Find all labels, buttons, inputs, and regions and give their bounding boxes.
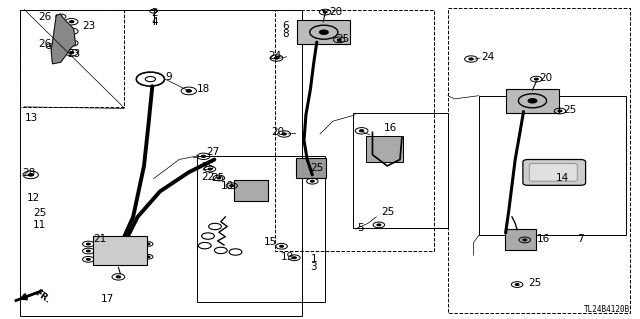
Circle shape bbox=[49, 45, 53, 47]
Text: 10: 10 bbox=[221, 181, 234, 191]
Circle shape bbox=[208, 168, 212, 170]
Text: 6: 6 bbox=[283, 21, 289, 31]
Text: 9: 9 bbox=[165, 72, 172, 82]
Polygon shape bbox=[51, 14, 76, 64]
Text: TL24B4120B: TL24B4120B bbox=[584, 305, 630, 314]
Text: 17: 17 bbox=[101, 294, 115, 304]
Circle shape bbox=[70, 42, 74, 44]
Text: 4: 4 bbox=[152, 17, 158, 27]
Circle shape bbox=[70, 21, 74, 23]
Text: 21: 21 bbox=[93, 234, 106, 244]
Bar bbox=[275, 10, 434, 251]
Bar bbox=[448, 8, 630, 313]
Text: 26: 26 bbox=[38, 11, 52, 22]
Text: 25: 25 bbox=[528, 278, 541, 288]
Text: 23: 23 bbox=[82, 21, 95, 31]
Text: 8: 8 bbox=[283, 29, 289, 40]
Bar bbox=[479, 96, 626, 235]
Text: 25: 25 bbox=[33, 208, 47, 218]
Text: 25: 25 bbox=[310, 163, 324, 174]
Circle shape bbox=[70, 52, 74, 54]
Text: 14: 14 bbox=[556, 173, 569, 183]
Bar bbox=[20, 10, 124, 107]
Text: 18: 18 bbox=[197, 84, 211, 94]
Text: 3: 3 bbox=[310, 262, 317, 272]
Text: 7: 7 bbox=[577, 234, 584, 244]
FancyBboxPatch shape bbox=[529, 164, 577, 181]
Circle shape bbox=[310, 180, 314, 182]
Text: 25: 25 bbox=[563, 105, 577, 115]
Circle shape bbox=[186, 90, 191, 92]
Circle shape bbox=[275, 57, 279, 59]
Text: 16: 16 bbox=[536, 234, 550, 244]
Text: 23: 23 bbox=[67, 49, 81, 59]
Circle shape bbox=[534, 78, 538, 80]
Circle shape bbox=[468, 58, 474, 60]
Circle shape bbox=[86, 243, 90, 245]
FancyBboxPatch shape bbox=[366, 136, 403, 162]
Circle shape bbox=[337, 39, 341, 41]
Circle shape bbox=[323, 11, 327, 13]
FancyBboxPatch shape bbox=[93, 236, 147, 265]
Circle shape bbox=[377, 224, 381, 226]
Text: 5: 5 bbox=[357, 223, 364, 233]
Circle shape bbox=[147, 243, 150, 245]
Text: 22: 22 bbox=[202, 172, 215, 182]
Circle shape bbox=[319, 30, 328, 34]
Text: 11: 11 bbox=[33, 220, 47, 230]
Circle shape bbox=[217, 177, 221, 179]
Text: FR.: FR. bbox=[33, 288, 52, 305]
FancyBboxPatch shape bbox=[297, 20, 350, 44]
Circle shape bbox=[280, 245, 284, 247]
Text: 24: 24 bbox=[481, 52, 495, 62]
Bar bbox=[353, 113, 448, 228]
Text: 20: 20 bbox=[271, 127, 285, 137]
Text: 25: 25 bbox=[336, 34, 349, 44]
Circle shape bbox=[28, 174, 33, 176]
Text: 20: 20 bbox=[539, 73, 552, 83]
FancyBboxPatch shape bbox=[234, 180, 268, 201]
Text: 19: 19 bbox=[280, 252, 294, 262]
Text: 20: 20 bbox=[330, 7, 343, 17]
Text: 26: 26 bbox=[38, 39, 52, 49]
Circle shape bbox=[116, 276, 120, 278]
Text: 27: 27 bbox=[206, 147, 220, 158]
Circle shape bbox=[230, 185, 234, 187]
Text: 1: 1 bbox=[310, 254, 317, 264]
Circle shape bbox=[86, 258, 90, 260]
Bar bbox=[20, 10, 302, 316]
FancyBboxPatch shape bbox=[523, 160, 586, 185]
Circle shape bbox=[523, 239, 527, 241]
Circle shape bbox=[115, 249, 125, 254]
Text: 12: 12 bbox=[27, 193, 40, 204]
Circle shape bbox=[558, 110, 562, 112]
Text: 25: 25 bbox=[211, 173, 225, 183]
Text: 16: 16 bbox=[384, 123, 397, 133]
Text: 25: 25 bbox=[381, 207, 394, 217]
Bar bbox=[197, 156, 325, 302]
Text: 13: 13 bbox=[24, 113, 38, 123]
FancyBboxPatch shape bbox=[296, 158, 326, 178]
Circle shape bbox=[70, 30, 74, 32]
FancyBboxPatch shape bbox=[505, 229, 536, 250]
Circle shape bbox=[201, 155, 206, 158]
Text: 28: 28 bbox=[22, 168, 36, 178]
Circle shape bbox=[59, 16, 63, 18]
Circle shape bbox=[292, 257, 296, 259]
Circle shape bbox=[147, 256, 150, 257]
Text: 2: 2 bbox=[152, 8, 158, 19]
Circle shape bbox=[359, 130, 364, 132]
Circle shape bbox=[282, 133, 287, 135]
Circle shape bbox=[86, 250, 90, 252]
Text: 25: 25 bbox=[202, 162, 215, 173]
Circle shape bbox=[515, 284, 519, 286]
Text: 15: 15 bbox=[264, 237, 277, 247]
FancyBboxPatch shape bbox=[506, 89, 559, 113]
Circle shape bbox=[528, 99, 537, 103]
Text: 24: 24 bbox=[268, 51, 282, 61]
